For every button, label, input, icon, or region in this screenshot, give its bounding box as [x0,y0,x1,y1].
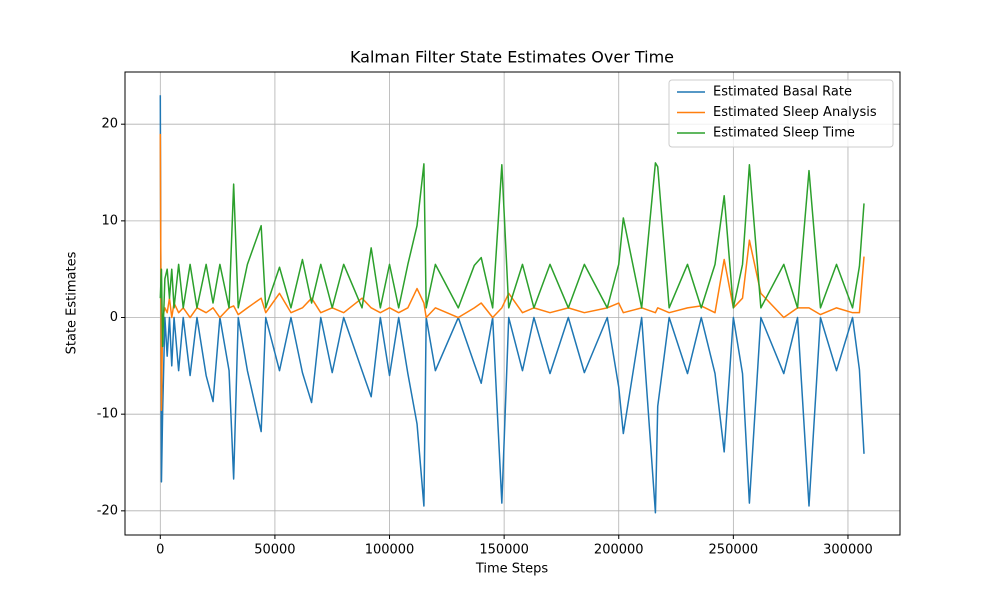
x-tick-label: 200000 [594,543,644,558]
x-tick-label: 150000 [479,543,529,558]
y-tick-label: -20 [97,503,118,518]
series-line [159,162,865,348]
series-line [159,95,865,514]
legend-box [668,79,894,148]
y-tick-label: 20 [101,117,118,132]
legend-label: Estimated Basal Rate [713,85,852,100]
y-tick-label: 0 [110,310,118,325]
x-tick-label: 300000 [823,543,873,558]
y-axis-label: State Estimates [65,251,80,354]
y-tick-label: -10 [97,407,118,422]
chart-title: Kalman Filter State Estimates Over Time [350,48,674,67]
x-tick-label: 250000 [709,543,759,558]
series-line [159,133,865,412]
legend-label: Estimated Sleep Time [713,126,855,141]
x-tick-label: 100000 [365,543,415,558]
plot-frame [124,71,901,536]
legend-label: Estimated Sleep Analysis [713,105,877,120]
y-tick-label: 10 [101,213,118,228]
x-tick-label: 50000 [254,543,295,558]
x-tick-label: 0 [156,543,164,558]
x-axis-label: Time Steps [475,562,549,577]
